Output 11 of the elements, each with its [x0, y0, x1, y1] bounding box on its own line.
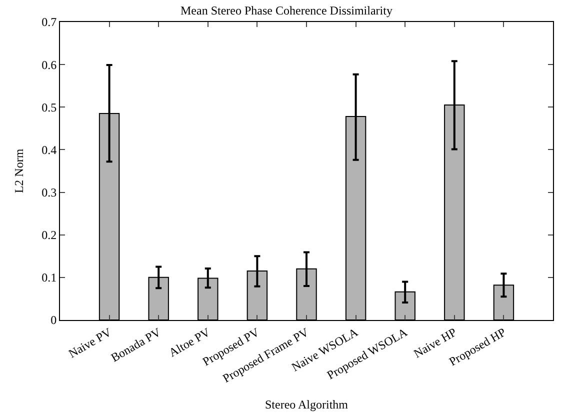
chart-title: Mean Stereo Phase Coherence Dissimilarity [180, 4, 392, 18]
y-tick-label: 0.1 [42, 270, 57, 285]
y-tick-label: 0.7 [42, 15, 57, 30]
y-tick-label: 0.3 [42, 185, 57, 200]
y-axis-title: L2 Norm [12, 148, 26, 194]
x-axis-title: Stereo Algorithm [265, 397, 349, 412]
y-tick-label: 0 [50, 313, 57, 328]
y-tick-label: 0.4 [42, 142, 57, 157]
y-tick-label: 0.6 [42, 58, 57, 72]
y-tick-label: 0.5 [42, 100, 57, 114]
y-tick-label: 0.2 [42, 228, 57, 242]
